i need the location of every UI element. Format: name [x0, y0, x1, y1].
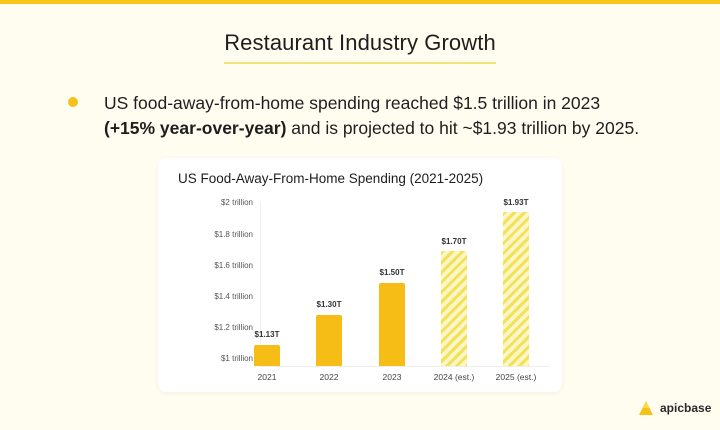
bar-value-label: $1.50T: [379, 268, 405, 277]
bullet-text-bold: (+15% year-over-year): [104, 118, 287, 138]
bar-2025-est: [503, 212, 529, 366]
x-axis-line: [260, 366, 550, 367]
bullet-text: US food-away-from-home spending reached …: [104, 91, 639, 141]
y-tick-label: $1.4 trillion: [214, 292, 253, 301]
bullet-point: US food-away-from-home spending reached …: [68, 91, 708, 141]
chart-card: US Food-Away-From-Home Spending (2021-20…: [158, 158, 562, 392]
bullet-dot-icon: [68, 97, 78, 107]
brand-logo: apicbase: [638, 400, 711, 416]
bullet-text-part-1: US food-away-from-home spending reached …: [104, 93, 601, 113]
x-tick-label: 2021: [257, 372, 277, 382]
y-tick-label: $1.2 trillion: [214, 323, 253, 332]
bar-value-label: $1.13T: [254, 330, 280, 339]
x-tick-label: 2025 (est.): [495, 372, 537, 382]
bar-2021: [254, 345, 280, 366]
bar-value-label: $1.70T: [441, 237, 467, 246]
y-tick-label: $2 trillion: [220, 198, 253, 207]
y-tick-label: $1.6 trillion: [214, 261, 253, 270]
y-axis: $2 trillion $1.8 trillion $1.6 trillion …: [158, 158, 253, 392]
bullet-text-part-2: and is projected to hit ~$1.93 trillion …: [286, 118, 640, 138]
chart-title: US Food-Away-From-Home Spending (2021-20…: [178, 171, 484, 186]
bar-2022: [316, 315, 342, 366]
bar-value-label: $1.93T: [503, 198, 529, 207]
bar-2024-est: [441, 251, 467, 366]
x-tick-label: 2024 (est.): [433, 372, 475, 382]
top-accent-bar: [0, 0, 720, 4]
y-axis-line: [260, 202, 261, 366]
apicbase-logo-icon: [639, 401, 653, 415]
bar-value-label: $1.30T: [316, 300, 342, 309]
x-tick-label: 2022: [319, 372, 339, 382]
slide-title: Restaurant Industry Growth: [224, 30, 496, 64]
brand-name: apicbase: [660, 401, 712, 415]
bar-2023: [379, 283, 405, 366]
x-tick-label: 2023: [382, 372, 402, 382]
y-tick-label: $1 trillion: [220, 354, 253, 363]
y-tick-label: $1.8 trillion: [214, 230, 253, 239]
